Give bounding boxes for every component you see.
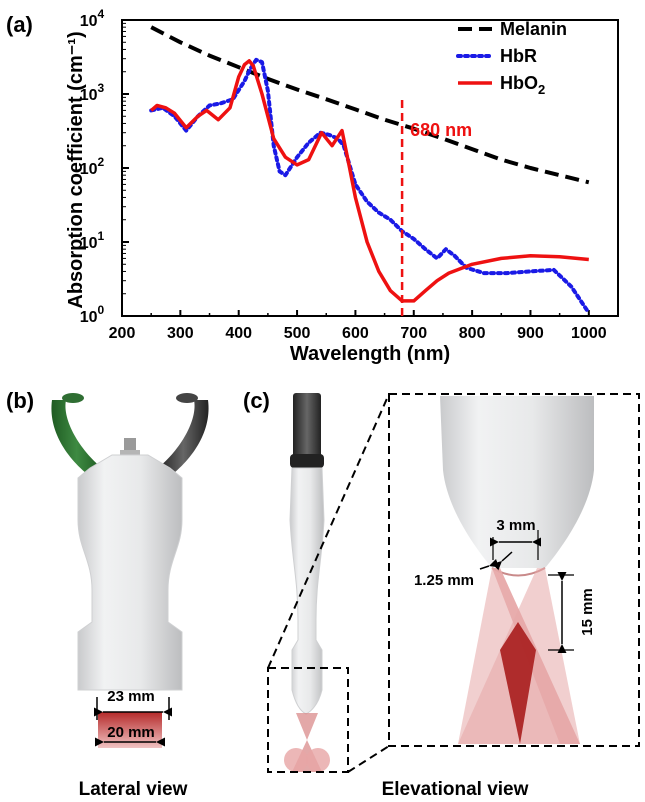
x-tick-label: 500 xyxy=(284,325,311,342)
absorption-chart: 200 300 400 500 600 700 800 900 1000 10010110210… xyxy=(65,7,619,365)
x-tick-label: 800 xyxy=(459,325,486,342)
legend-entry: Melanin xyxy=(500,19,567,39)
zoom-line-bottom xyxy=(347,745,390,773)
x-axis-ticks: 200 300 400 500 600 700 800 900 1000 xyxy=(109,310,607,342)
panel-label-c: (c) xyxy=(243,388,270,413)
lateral-view-probe: 23 mm 20 mm Lateral view xyxy=(51,393,209,800)
elevational-view-caption: Elevational view xyxy=(382,779,529,800)
elevational-cable xyxy=(293,393,321,461)
elevational-probe-shell xyxy=(289,467,325,715)
y-axis-title: Absorption coefficient (cm⁻¹) xyxy=(65,31,87,308)
lateral-view-caption: Lateral view xyxy=(79,779,188,800)
series-line-1 xyxy=(149,57,591,315)
inset-source-box xyxy=(267,667,349,773)
connector-base xyxy=(120,450,140,458)
beam-overlap xyxy=(500,622,536,744)
wall-arrow-right xyxy=(492,551,513,571)
black-fiber-tube xyxy=(158,400,209,478)
x-tick-label: 900 xyxy=(517,325,544,342)
legend: Melanin HbR HbO2 xyxy=(456,19,567,97)
inset-probe-tip xyxy=(440,396,594,568)
legend-entry: HbO2 xyxy=(500,73,545,97)
x-tick-label: 700 xyxy=(400,325,427,342)
wavelength-marker-label: 680 nm xyxy=(410,120,472,140)
legend-entry: HbR xyxy=(500,46,537,66)
wall-arrow-left xyxy=(479,558,499,570)
gap-label: 3 mm xyxy=(496,517,535,534)
x-tick-label: 400 xyxy=(225,325,252,342)
y-tick-label: 104 xyxy=(80,7,105,30)
beam-width-label: 20 mm xyxy=(107,724,155,741)
panel-label-a: (a) xyxy=(6,12,33,37)
x-axis-title: Wavelength (nm) xyxy=(290,343,450,365)
green-fiber-end xyxy=(62,393,84,403)
elevational-view-probe: 3 mm 1.25 mm 15 mm Elevational view xyxy=(267,393,640,800)
lateral-probe-shell xyxy=(77,454,183,691)
x-tick-label: 200 xyxy=(109,325,136,342)
zoom-line-top xyxy=(267,393,390,669)
wall-thickness-label: 1.25 mm xyxy=(414,572,474,589)
series-line-2 xyxy=(150,59,589,303)
x-tick-label: 600 xyxy=(342,325,369,342)
green-fiber-tube xyxy=(51,400,102,478)
black-fiber-end xyxy=(176,393,198,403)
annotations: 680 nm xyxy=(400,100,472,316)
series-lines xyxy=(149,25,591,315)
cable-collar xyxy=(290,454,324,468)
width-label: 23 mm xyxy=(107,688,155,705)
x-tick-label: 300 xyxy=(167,325,194,342)
panel-label-b: (b) xyxy=(6,388,34,413)
series-line-0 xyxy=(150,25,590,185)
x-tick-label: 1000 xyxy=(571,325,607,342)
depth-label: 15 mm xyxy=(579,588,596,636)
